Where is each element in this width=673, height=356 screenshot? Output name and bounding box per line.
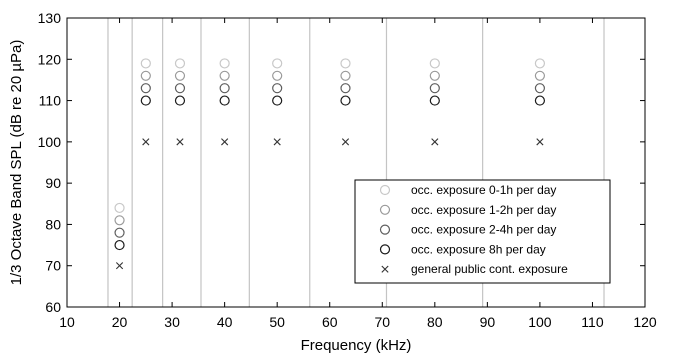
data-point-series-5 xyxy=(431,138,439,146)
y-tick-label: 120 xyxy=(38,51,62,67)
data-point-series-4 xyxy=(114,239,125,251)
data-point-series-3 xyxy=(429,83,440,94)
data-point-series-2 xyxy=(429,70,440,81)
data-point-series-4 xyxy=(429,95,440,106)
x-tick-label: 90 xyxy=(480,314,496,330)
plot-area-frame xyxy=(66,17,646,308)
data-point-series-2 xyxy=(272,70,283,81)
data-point-series-4 xyxy=(340,95,351,106)
data-point-series-5 xyxy=(176,138,184,146)
legend-marker-3 xyxy=(379,224,391,235)
data-point-series-1 xyxy=(340,58,351,69)
x-mark-stroke xyxy=(273,138,281,146)
data-point-series-3 xyxy=(272,83,283,94)
data-point-series-4 xyxy=(534,95,546,106)
data-point-series-2 xyxy=(114,215,125,226)
legend-label-1: occ. exposure 0-1h per day xyxy=(411,183,556,197)
data-point-series-3 xyxy=(114,227,125,238)
x-mark-stroke xyxy=(176,138,184,146)
data-point-series-3 xyxy=(219,83,230,94)
data-point-series-5 xyxy=(115,262,124,270)
y-tick-label: 110 xyxy=(39,93,62,109)
data-markers xyxy=(114,58,546,270)
x-tick-label: 50 xyxy=(269,314,285,330)
legend-label-4: occ. exposure 8h per day xyxy=(411,242,546,256)
x-tick-label: 120 xyxy=(633,314,657,330)
x-tick-label: 30 xyxy=(164,314,180,330)
x-tick-label: 110 xyxy=(581,314,604,330)
data-point-series-1 xyxy=(140,58,151,69)
data-point-series-3 xyxy=(340,83,351,94)
band-edges xyxy=(107,18,605,307)
x-mark-stroke xyxy=(536,138,544,146)
x-tick-label: 100 xyxy=(528,314,552,330)
data-point-series-3 xyxy=(534,83,546,94)
data-point-series-5 xyxy=(536,138,544,146)
legend-marker-5 xyxy=(381,265,389,273)
x-mark-stroke xyxy=(142,138,150,146)
y-tick-label: 60 xyxy=(45,299,61,315)
x-mark-stroke xyxy=(221,138,229,146)
y-axis-label: 1/3 Octave Band SPL (dB re 20 µPa) xyxy=(8,40,25,286)
x-tick-label: 40 xyxy=(217,314,233,330)
x-mark-stroke xyxy=(381,265,389,273)
data-point-series-5 xyxy=(341,138,350,146)
legend-label-2: occ. exposure 1-2h per day xyxy=(411,203,556,217)
legend-label-5: general public cont. exposure xyxy=(411,262,568,276)
x-mark-stroke xyxy=(341,138,350,146)
x-mark-stroke xyxy=(115,262,124,270)
data-point-series-4 xyxy=(174,95,186,106)
x-tick-label: 20 xyxy=(112,314,128,330)
x-tick-label: 80 xyxy=(427,314,443,330)
x-tick-label: 10 xyxy=(59,314,75,330)
data-point-series-1 xyxy=(272,58,283,69)
x-mark-stroke xyxy=(431,138,439,146)
y-tick-label: 90 xyxy=(45,175,61,191)
legend-marker-4 xyxy=(379,244,391,255)
data-point-series-2 xyxy=(534,70,546,81)
data-point-series-3 xyxy=(174,83,186,94)
data-point-series-4 xyxy=(140,95,151,106)
legend: occ. exposure 0-1h per day occ. exposure … xyxy=(354,179,611,284)
y-tick-label: 130 xyxy=(38,10,62,26)
x-tick-label: 70 xyxy=(374,314,390,330)
data-point-series-1 xyxy=(114,202,125,214)
legend-box xyxy=(354,179,611,284)
axis-ticks: 10 20 30 40 50 60 70 80 90 100 110 120 60 70 80 90 100 11… xyxy=(38,10,657,330)
data-point-series-1 xyxy=(174,58,186,69)
data-point-series-5 xyxy=(273,138,281,146)
y-tick-label: 100 xyxy=(38,134,62,150)
data-point-series-4 xyxy=(219,95,230,106)
data-point-series-5 xyxy=(142,138,150,146)
data-point-series-4 xyxy=(272,95,283,106)
legend-marker-1 xyxy=(379,184,391,196)
legend-label-3: occ. exposure 2-4h per day xyxy=(411,223,556,237)
legend-marker-2 xyxy=(379,204,391,215)
data-point-series-2 xyxy=(174,70,186,81)
y-tick-label: 80 xyxy=(45,216,61,232)
data-point-series-1 xyxy=(219,58,230,69)
data-point-series-2 xyxy=(219,70,230,81)
x-axis-label: Frequency (kHz) xyxy=(301,337,412,354)
data-point-series-3 xyxy=(140,83,151,94)
y-tick-label: 70 xyxy=(45,258,61,274)
x-tick-label: 60 xyxy=(322,314,338,330)
data-point-series-1 xyxy=(429,58,440,69)
data-point-series-5 xyxy=(221,138,229,146)
data-point-series-2 xyxy=(340,70,351,81)
data-point-series-1 xyxy=(534,58,546,69)
data-point-series-2 xyxy=(140,70,151,81)
